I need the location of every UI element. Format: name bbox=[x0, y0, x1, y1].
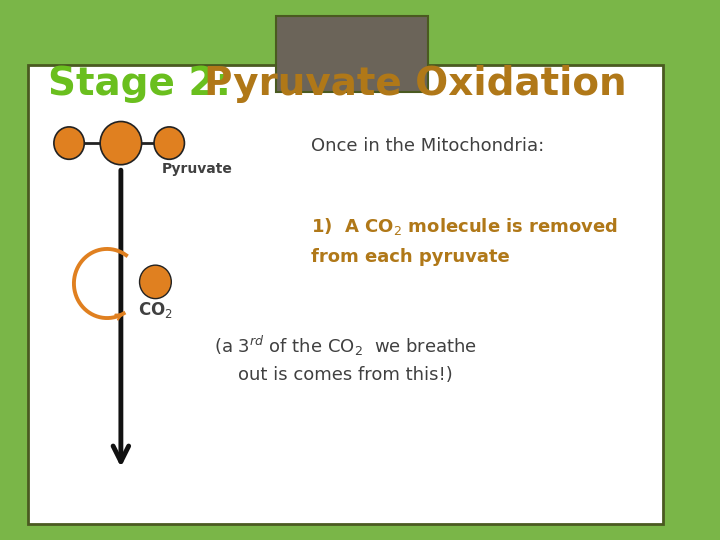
Ellipse shape bbox=[140, 265, 171, 299]
Ellipse shape bbox=[100, 122, 142, 165]
Ellipse shape bbox=[154, 127, 184, 159]
Text: 1)  A CO$_2$ molecule is removed: 1) A CO$_2$ molecule is removed bbox=[311, 217, 618, 237]
Text: Pyruvate Oxidation: Pyruvate Oxidation bbox=[204, 65, 626, 103]
Text: Once in the Mitochondria:: Once in the Mitochondria: bbox=[311, 137, 544, 155]
Text: Pyruvate: Pyruvate bbox=[161, 162, 233, 176]
Text: CO$_2$: CO$_2$ bbox=[138, 300, 173, 321]
Text: (a 3$^{rd}$ of the CO$_2$  we breathe: (a 3$^{rd}$ of the CO$_2$ we breathe bbox=[214, 334, 477, 357]
Ellipse shape bbox=[54, 127, 84, 159]
Text: Stage 2:: Stage 2: bbox=[48, 65, 245, 103]
FancyBboxPatch shape bbox=[276, 16, 428, 92]
Text: from each pyruvate: from each pyruvate bbox=[311, 247, 510, 266]
FancyBboxPatch shape bbox=[27, 65, 663, 524]
Text: out is comes from this!): out is comes from this!) bbox=[238, 366, 453, 384]
